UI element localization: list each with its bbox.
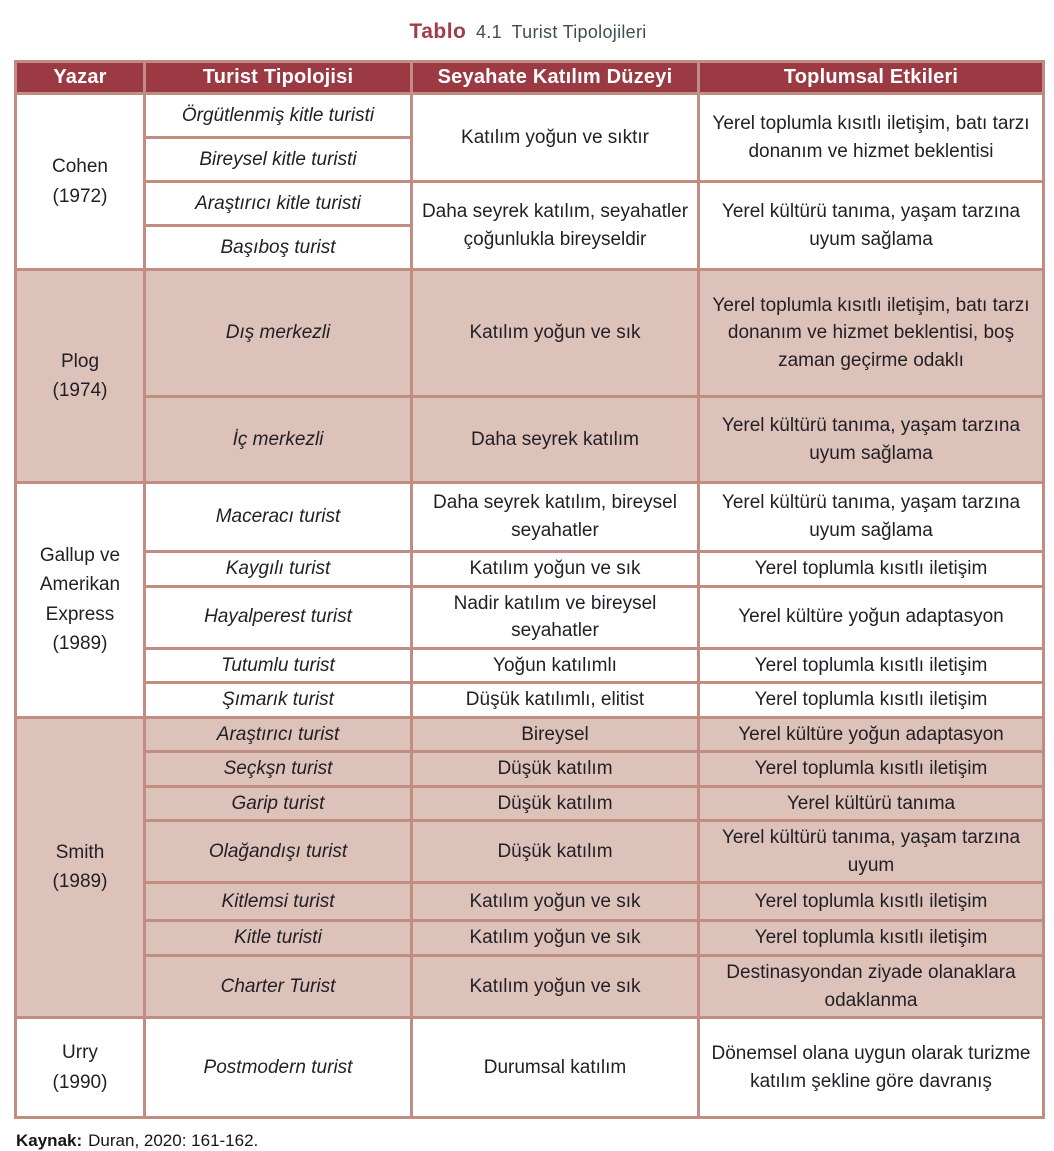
table-header: Yazar Turist Tipolojisi Seyahate Katılım… bbox=[14, 60, 1045, 95]
impact-cell: Yerel toplumla kısıtlı iletişim bbox=[697, 550, 1045, 588]
participation-cell: Katılım yoğun ve sıktır bbox=[410, 92, 700, 183]
column-header-seyahate-katilim-duzeyi: Seyahate Katılım Düzeyi bbox=[410, 60, 700, 95]
typology-cell: İç merkezli bbox=[143, 395, 413, 484]
column-header-toplumsal-etkileri: Toplumsal Etkileri bbox=[697, 60, 1045, 95]
typology-cell: Başıboş turist bbox=[143, 224, 413, 271]
typology-cell: Şımarık turist bbox=[143, 681, 413, 719]
impact-cell: Dönemsel olana uygun olarak turizme katı… bbox=[697, 1016, 1045, 1120]
table-caption-text: Turist Tipolojileri bbox=[511, 22, 647, 42]
table-row: İç merkezli Daha seyrek katılım Yerel kült… bbox=[16, 395, 1045, 484]
table-body: Cohen (1972) Örgütlenmiş kitle turisti Kat… bbox=[14, 92, 1045, 1120]
impact-cell: Yerel toplumla kısıtlı iletişim bbox=[697, 681, 1045, 719]
participation-cell: Katılım yoğun ve sık bbox=[410, 268, 700, 398]
impact-cell: Yerel kültüre yoğun adaptasyon bbox=[697, 715, 1045, 754]
typology-cell: Kaygılı turist bbox=[143, 550, 413, 588]
typology-cell: Charter Turist bbox=[143, 954, 413, 1020]
author-cell: Cohen (1972) bbox=[14, 92, 146, 271]
typology-cell: Tutumlu turist bbox=[143, 646, 413, 685]
table-row: Tutumlu turist Yoğun katılımlı Yerel toplu… bbox=[16, 646, 1045, 685]
typology-cell: Postmodern turist bbox=[143, 1016, 413, 1120]
typology-cell: Garip turist bbox=[143, 784, 413, 823]
participation-cell: Düşük katılım bbox=[410, 750, 700, 788]
participation-cell: Daha seyrek katılım, bireysel seyahatler bbox=[410, 481, 700, 553]
typology-cell: Bireysel kitle turisti bbox=[143, 136, 413, 183]
impact-cell: Yerel toplumla kısıtlı iletişim bbox=[697, 919, 1045, 957]
table-row: Cohen (1972) Örgütlenmiş kitle turisti Kat… bbox=[14, 92, 1045, 271]
impact-cell: Yerel kültürü tanıma, yaşam tarzına uyum… bbox=[697, 481, 1045, 553]
impact-cell: Destinasyondan ziyade olanaklara odaklan… bbox=[697, 954, 1045, 1020]
table-row: Smith (1989) Araştırıcı turist Bireysel Yer… bbox=[14, 715, 1045, 1020]
table-row: Urry (1990) Postmodern turist Durumsal kat… bbox=[14, 1016, 1045, 1120]
impact-cell: Yerel kültürü tanıma, yaşam tarzına uyum bbox=[697, 819, 1045, 885]
tourist-typology-table: Yazar Turist Tipolojisi Seyahate Katılım… bbox=[14, 60, 1045, 1120]
table-row: Bireysel kitle turisti bbox=[16, 136, 1044, 183]
participation-cell: Katılım yoğun ve sık bbox=[410, 550, 700, 588]
table-row: Kitle turisti Katılım yoğun ve sık Yerel t… bbox=[16, 919, 1045, 957]
table-row: Gallup ve Amerikan Express (1989) Macerac… bbox=[14, 481, 1045, 719]
table-row: Charter Turist Katılım yoğun ve sık Destin… bbox=[16, 954, 1045, 1020]
source-note-label: Kaynak: bbox=[16, 1131, 83, 1151]
author-cell: Gallup ve Amerikan Express (1989) bbox=[14, 481, 146, 719]
typology-cell: Hayalperest turist bbox=[143, 584, 413, 650]
table-row: Hayalperest turist Nadir katılım ve birey… bbox=[16, 584, 1045, 650]
source-note-text: Duran, 2020: 161-162. bbox=[88, 1131, 259, 1151]
table-row: Kaygılı turist Katılım yoğun ve sık Yerel … bbox=[16, 550, 1045, 588]
typology-cell: Araştırıcı kitle turisti bbox=[143, 180, 413, 227]
typology-cell: Seçkşn turist bbox=[143, 750, 413, 788]
author-cell: Urry (1990) bbox=[14, 1016, 146, 1120]
table-row: Kitlemsi turist Katılım yoğun ve sık Yerel… bbox=[16, 881, 1045, 923]
impact-cell: Yerel toplumla kısıtlı iletişim bbox=[697, 646, 1045, 685]
participation-cell: Katılım yoğun ve sık bbox=[410, 954, 700, 1020]
source-note: Kaynak: Duran, 2020: 161-162. bbox=[16, 1131, 1042, 1151]
typology-cell: Araştırıcı turist bbox=[143, 715, 413, 754]
participation-cell: Düşük katılım bbox=[410, 819, 700, 885]
typology-cell: Olağandışı turist bbox=[143, 819, 413, 885]
table-row: Başıboş turist bbox=[16, 224, 1044, 271]
impact-cell: Yerel toplumla kısıtlı iletişim, batı ta… bbox=[697, 268, 1045, 398]
impact-cell: Yerel kültüre yoğun adaptasyon bbox=[697, 584, 1045, 650]
column-header-turist-tipolojisi: Turist Tipolojisi bbox=[143, 60, 413, 95]
table-caption-label: Tablo bbox=[409, 20, 467, 43]
author-cell: Plog (1974) bbox=[14, 268, 146, 484]
participation-cell: Düşük katılımlı, elitist bbox=[410, 681, 700, 719]
participation-cell: Bireysel bbox=[410, 715, 700, 754]
typology-cell: Örgütlenmiş kitle turisti bbox=[143, 92, 413, 139]
typology-cell: Dış merkezli bbox=[143, 268, 413, 398]
typology-cell: Kitle turisti bbox=[143, 919, 413, 957]
table-row: Şımarık turist Düşük katılımlı, elitist Ye… bbox=[16, 681, 1045, 719]
participation-cell: Nadir katılım ve bireysel seyahatler bbox=[410, 584, 700, 650]
column-header-yazar: Yazar bbox=[14, 60, 146, 95]
table-caption-number: 4.1 bbox=[475, 22, 502, 42]
typology-cell: Kitlemsi turist bbox=[143, 881, 413, 923]
typology-cell: Maceracı turist bbox=[143, 481, 413, 553]
participation-cell: Daha seyrek katılım bbox=[410, 395, 700, 484]
table-header-row: Yazar Turist Tipolojisi Seyahate Katılım… bbox=[14, 60, 1045, 95]
table-row: Plog (1974) Dış merkezli Katılım yoğun ve … bbox=[14, 268, 1045, 484]
impact-cell: Yerel kültürü tanıma, yaşam tarzına uyum… bbox=[697, 395, 1045, 484]
participation-cell: Düşük katılım bbox=[410, 784, 700, 823]
participation-cell: Daha seyrek katılım, seyahatler çoğunluk… bbox=[410, 180, 700, 271]
impact-cell: Yerel kültürü tanıma, yaşam tarzına uyum… bbox=[697, 180, 1045, 271]
participation-cell: Katılım yoğun ve sık bbox=[410, 881, 700, 923]
table-row: Garip turist Düşük katılım Yerel kültürü t… bbox=[16, 784, 1045, 823]
table-row: Araştırıcı kitle turisti Daha seyrek katı… bbox=[16, 180, 1045, 271]
impact-cell: Yerel toplumla kısıtlı iletişim, batı ta… bbox=[697, 92, 1045, 183]
impact-cell: Yerel toplumla kısıtlı iletişim bbox=[697, 750, 1045, 788]
participation-cell: Durumsal katılım bbox=[410, 1016, 700, 1120]
table-caption: Tablo 4.1 Turist Tipolojileri bbox=[14, 20, 1042, 44]
participation-cell: Katılım yoğun ve sık bbox=[410, 919, 700, 957]
table-row: Seçkşn turist Düşük katılım Yerel toplumla… bbox=[16, 750, 1045, 788]
participation-cell: Yoğun katılımlı bbox=[410, 646, 700, 685]
impact-cell: Yerel kültürü tanıma bbox=[697, 784, 1045, 823]
author-cell: Smith (1989) bbox=[14, 715, 146, 1020]
impact-cell: Yerel toplumla kısıtlı iletişim bbox=[697, 881, 1045, 923]
table-row: Olağandışı turist Düşük katılım Yerel kült… bbox=[16, 819, 1045, 885]
